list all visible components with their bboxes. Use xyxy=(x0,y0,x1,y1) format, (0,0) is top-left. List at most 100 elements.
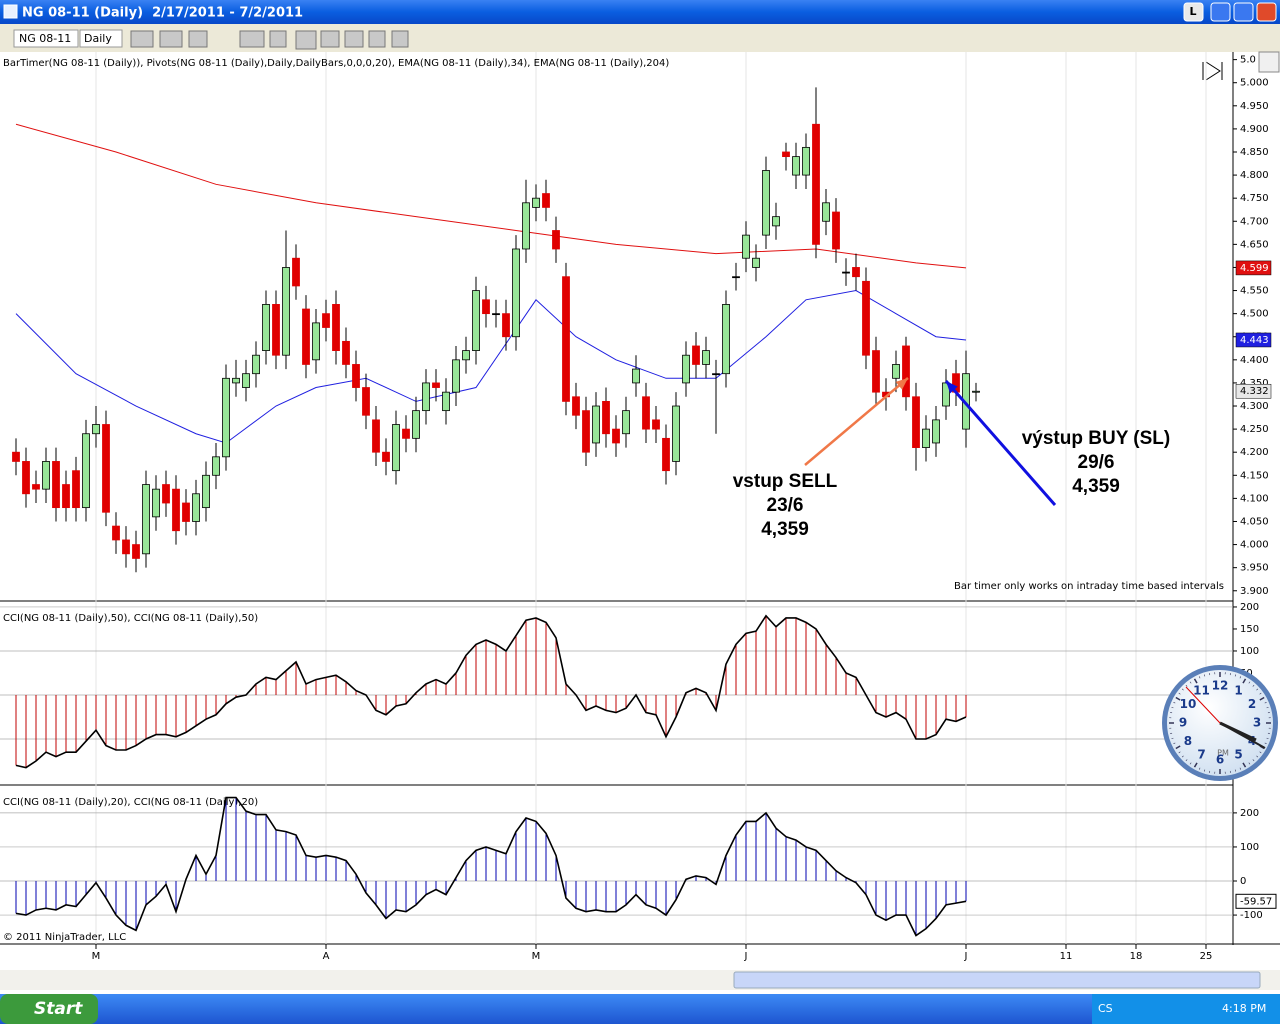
maximize-button[interactable] xyxy=(1234,3,1253,21)
icon[interactable] xyxy=(131,31,153,47)
scroll-thumb[interactable] xyxy=(734,972,1260,988)
candle-body xyxy=(853,267,860,276)
candle-body xyxy=(433,383,440,388)
candle-body xyxy=(313,323,320,360)
candle-body xyxy=(573,397,580,415)
candle-body xyxy=(203,475,210,507)
desktop-clock: 121234567891011PM xyxy=(1162,665,1278,781)
candle-body xyxy=(353,364,360,387)
candle-body xyxy=(733,277,740,278)
icon[interactable] xyxy=(345,31,363,47)
candle-body xyxy=(453,360,460,392)
candle-body xyxy=(103,424,110,512)
candle-body xyxy=(213,457,220,475)
candle-body xyxy=(823,203,830,221)
y-tick-label: 4.100 xyxy=(1240,493,1269,504)
y-tick-label: 4.700 xyxy=(1240,216,1269,227)
candle-body xyxy=(923,429,930,447)
icon[interactable] xyxy=(189,31,207,47)
candle-body xyxy=(153,489,160,517)
y-tick-label: 5.000 xyxy=(1240,78,1269,89)
icon[interactable] xyxy=(296,31,316,49)
candle-body xyxy=(543,194,550,208)
candle-body xyxy=(973,391,980,392)
candle-body xyxy=(23,461,30,493)
candle-body xyxy=(53,461,60,507)
bar-timer-message: Bar timer only works on intraday time ba… xyxy=(954,581,1224,592)
candle-body xyxy=(373,420,380,452)
panel-label: CCI(NG 08-11 (Daily),20), CCI(NG 08-11 (… xyxy=(3,797,258,808)
annotation-text: 23/6 xyxy=(767,495,804,516)
clock-numeral: 10 xyxy=(1180,697,1197,711)
candle-body xyxy=(463,351,470,360)
candle-body xyxy=(113,526,120,540)
x-tick-label: J xyxy=(744,951,748,962)
icon[interactable] xyxy=(369,31,385,47)
annotation-text: 29/6 xyxy=(1078,452,1115,473)
y-tick-label: 4.850 xyxy=(1240,147,1269,158)
candle-body xyxy=(523,203,530,249)
y-tick-label: 4.000 xyxy=(1240,540,1269,551)
candle-body xyxy=(63,485,70,508)
candle-body xyxy=(143,485,150,554)
candle-body xyxy=(483,300,490,314)
candle-body xyxy=(133,545,140,559)
candle-body xyxy=(293,258,300,286)
candle-body xyxy=(833,212,840,249)
y-tick-label: 3.950 xyxy=(1240,563,1269,574)
clock-numeral: 12 xyxy=(1212,679,1229,693)
clock-numeral: 7 xyxy=(1197,748,1205,762)
y-tick-label: 4.050 xyxy=(1240,516,1269,527)
y-tick-label: 150 xyxy=(1240,624,1259,635)
candle-body xyxy=(613,429,620,443)
clock-numeral: 9 xyxy=(1179,716,1187,730)
y-tick-label: 4.150 xyxy=(1240,470,1269,481)
candle-body xyxy=(423,383,430,411)
candle-body xyxy=(753,258,760,267)
candle-body xyxy=(633,369,640,383)
candle-body xyxy=(333,304,340,350)
candle-body xyxy=(93,424,100,433)
x-tick-label: J xyxy=(964,951,968,962)
candle-body xyxy=(933,420,940,443)
x-tick-label: 18 xyxy=(1130,951,1143,962)
x-tick-label: A xyxy=(323,951,330,962)
clock-numeral: 5 xyxy=(1234,748,1242,762)
candle-body xyxy=(843,272,850,273)
copyright: © 2011 NinjaTrader, LLC xyxy=(3,932,126,943)
candle-body xyxy=(363,388,370,416)
icon[interactable] xyxy=(270,31,286,47)
minimize-button[interactable] xyxy=(1211,3,1230,21)
last-value: 4.332 xyxy=(1240,386,1269,397)
annotation-text: 4,359 xyxy=(1072,476,1120,497)
clock-meridiem: PM xyxy=(1217,749,1229,758)
candle-body xyxy=(643,397,650,429)
y-tick-label: 100 xyxy=(1240,842,1259,853)
candle-body xyxy=(183,503,190,521)
icon[interactable] xyxy=(240,31,264,47)
scale-button[interactable] xyxy=(1259,52,1279,72)
candle-body xyxy=(563,277,570,402)
app-icon xyxy=(4,5,17,18)
x-tick-label: M xyxy=(92,951,101,962)
candle-body xyxy=(793,157,800,175)
candle-body xyxy=(653,420,660,429)
candle-body xyxy=(553,231,560,249)
chart-area xyxy=(0,52,1280,966)
icon[interactable] xyxy=(321,31,339,47)
icon[interactable] xyxy=(160,31,182,47)
candle-body xyxy=(473,291,480,351)
clock-numeral: 2 xyxy=(1248,697,1256,711)
candle-body xyxy=(163,485,170,503)
candle-body xyxy=(253,355,260,373)
period: Daily xyxy=(84,32,112,45)
last-value: 4.599 xyxy=(1240,263,1269,274)
candle-body xyxy=(583,411,590,453)
close-button[interactable] xyxy=(1257,3,1276,21)
icon[interactable] xyxy=(392,31,408,47)
language: CS xyxy=(1098,1002,1113,1015)
candle-body xyxy=(223,378,230,457)
indicator-label: BarTimer(NG 08-11 (Daily)), Pivots(NG 08… xyxy=(3,58,669,69)
y-tick-label: 4.200 xyxy=(1240,447,1269,458)
